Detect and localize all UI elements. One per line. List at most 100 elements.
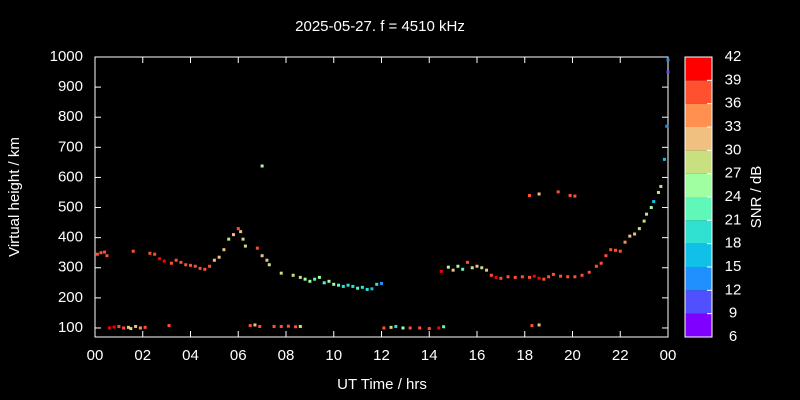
data-point [117,324,121,328]
y-tick-label: 900 [58,78,83,95]
data-point [659,184,663,188]
data-point [370,287,374,291]
data-point [105,254,109,258]
data-point [317,275,321,279]
data-point [594,264,598,268]
data-point [442,325,446,329]
data-point [573,275,577,279]
x-tick-label: 18 [516,347,533,364]
data-point [665,124,669,128]
data-point [609,248,613,252]
colorbar-label: SNR / dB [748,166,765,229]
x-tick-label: 22 [612,347,629,364]
colorbar-band [685,57,712,81]
y-tick-label: 500 [58,199,83,216]
data-point [167,324,171,328]
x-tick-label: 02 [134,347,151,364]
x-tick-label: 14 [421,347,438,364]
colorbar-tick-label: 15 [725,258,742,275]
data-point [272,324,276,328]
x-axis-label: UT Time / hrs [337,376,427,393]
colorbar-band [685,243,712,267]
data-point [313,277,317,281]
data-point [255,246,259,250]
x-tick-label: 12 [373,347,390,364]
data-point [394,324,398,328]
colorbar-band [685,267,712,291]
data-point [217,255,221,259]
data-point [138,326,142,330]
data-point [649,206,653,210]
data-point [198,266,202,270]
data-point [365,287,369,291]
y-axis-label: Virtual height / km [6,137,23,257]
data-point [427,327,431,331]
data-point [253,323,257,327]
data-point [537,192,541,196]
data-point [662,157,666,161]
data-point [573,194,577,198]
data-point [286,324,290,328]
data-point [327,279,331,283]
data-point [656,190,660,194]
data-point [279,324,283,328]
data-point [322,281,326,285]
data-point [153,252,157,256]
colorbar-tick-label: 21 [725,211,742,228]
data-point [513,275,517,279]
data-point [475,264,479,268]
data-point [107,326,111,330]
data-point [122,326,126,330]
y-tick-label: 800 [58,108,83,125]
data-point [351,284,355,288]
x-tick-label: 20 [564,347,581,364]
data-point [103,250,107,254]
y-tick-label: 1000 [50,48,83,65]
colorbar-tick-label: 27 [725,165,742,182]
data-point [236,227,240,231]
data-point [184,263,188,267]
data-point [401,326,405,330]
colorbar-band [685,220,712,244]
data-point [623,240,627,244]
colorbar-tick-label: 12 [725,281,742,298]
data-point [99,251,103,255]
data-point [241,237,245,241]
data-point [465,260,469,264]
data-point [126,325,130,329]
data-point [666,58,670,62]
data-point [212,258,216,262]
y-tick-label: 200 [58,289,83,306]
data-point [461,267,465,271]
data-point [537,323,541,327]
data-point [408,326,412,330]
data-point [494,275,498,279]
colorbar-band [685,127,712,151]
data-point [485,268,489,272]
data-point [258,324,262,328]
data-point [260,254,264,258]
data-point [291,273,295,277]
colorbar-tick-label: 6 [729,328,737,345]
data-point [208,264,212,268]
data-point [346,283,350,287]
colorbar-tick-label: 39 [725,71,742,88]
y-tick-label: 100 [58,319,83,336]
colorbar-tick-label: 24 [725,188,742,205]
data-point [542,277,546,281]
data-point [179,260,183,264]
data-point [227,237,231,241]
data-point [628,234,632,238]
data-point [604,254,608,258]
data-point [499,276,503,280]
data-point [532,274,536,278]
data-point [566,275,570,279]
x-tick-label: 10 [325,347,342,364]
colorbar-band [685,150,712,174]
colorbar-tick-label: 18 [725,235,742,252]
data-point [437,326,441,330]
x-tick-label: 06 [230,347,247,364]
data-point [341,284,345,288]
data-point [193,264,197,268]
data-point [637,227,641,231]
